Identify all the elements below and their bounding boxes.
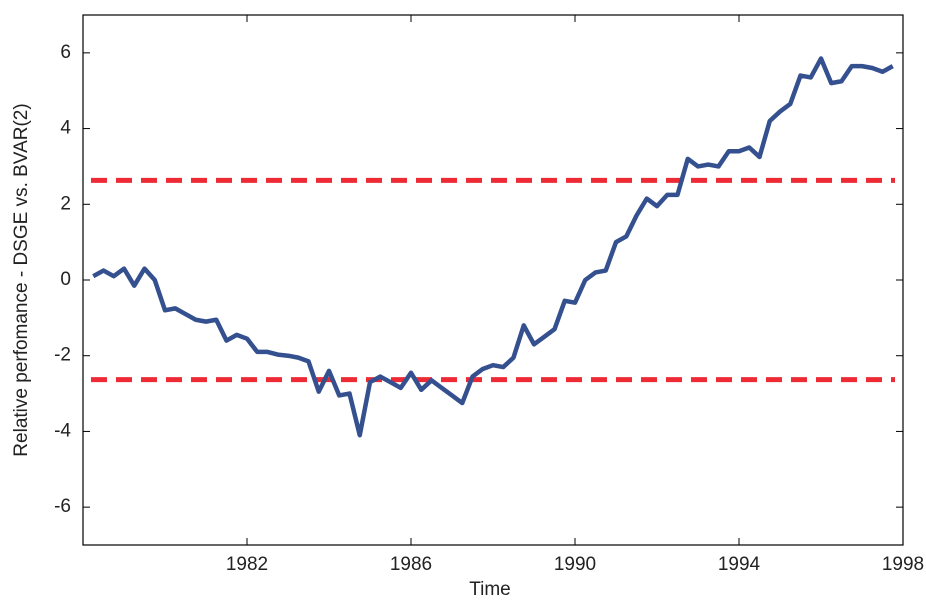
y-tick-label: 4 [60,118,71,139]
y-tick-label: 2 [60,193,71,214]
x-tick-label: 1990 [554,554,596,575]
data-line [92,56,894,438]
plot-frame [82,14,904,546]
y-tick-label: 0 [60,269,71,290]
y-tick-label: -4 [54,420,71,441]
x-tick-label: 1986 [390,554,432,575]
y-axis-label: Relative perfomance - DSGE vs. BVAR(2) [11,103,32,456]
x-axis-label: Time [469,579,511,600]
y-tick-label: -2 [54,345,71,366]
x-tick-label: 1994 [718,554,761,575]
y-tick-label: 6 [60,42,71,63]
x-tick-label: 1982 [226,554,268,575]
x-tick-label: 1998 [882,554,924,575]
y-tick-label: -6 [54,496,71,517]
